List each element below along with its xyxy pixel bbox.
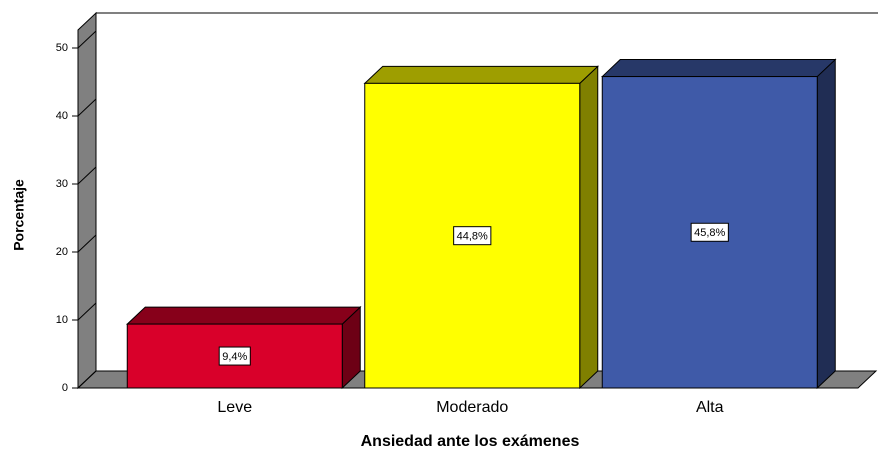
bar-top: [125, 306, 362, 325]
y-tick-label: 50: [56, 42, 68, 54]
y-tick-label: 10: [56, 314, 68, 326]
y-axis-title: Porcentaje: [11, 179, 27, 251]
value-label: 9,4%: [222, 351, 247, 363]
value-label-box: [690, 222, 729, 242]
value-label-group: 44,8%: [453, 226, 492, 246]
bar-side: [579, 65, 599, 390]
x-axis-title: Ansiedad ante los exámenes: [361, 433, 580, 450]
y-tick-label: 30: [56, 178, 68, 190]
value-label-box: [453, 226, 492, 246]
bar-top: [600, 59, 837, 78]
value-label-group: 9,4%: [218, 346, 251, 366]
wall-tick: [77, 302, 97, 321]
value-label: 45,8%: [694, 227, 725, 239]
wall-tick: [77, 98, 97, 117]
bar-top: [363, 65, 600, 84]
y-tick-label: 40: [56, 110, 68, 122]
x-tick-label: Leve: [217, 399, 252, 416]
y-tick-label: 20: [56, 246, 68, 258]
bar-side: [816, 58, 836, 390]
y-tick-label: 0: [62, 382, 68, 394]
value-label-group: 45,8%: [690, 222, 729, 242]
wall-tick: [77, 30, 97, 49]
value-label: 44,8%: [457, 231, 488, 243]
value-label-box: [218, 346, 251, 366]
wall-tick: [77, 166, 97, 185]
x-tick-label: Alta: [696, 399, 724, 416]
wall-tick: [77, 234, 97, 253]
side-wall: [77, 11, 97, 390]
x-tick-label: Moderado: [436, 399, 508, 416]
wall-tick: [77, 370, 97, 389]
